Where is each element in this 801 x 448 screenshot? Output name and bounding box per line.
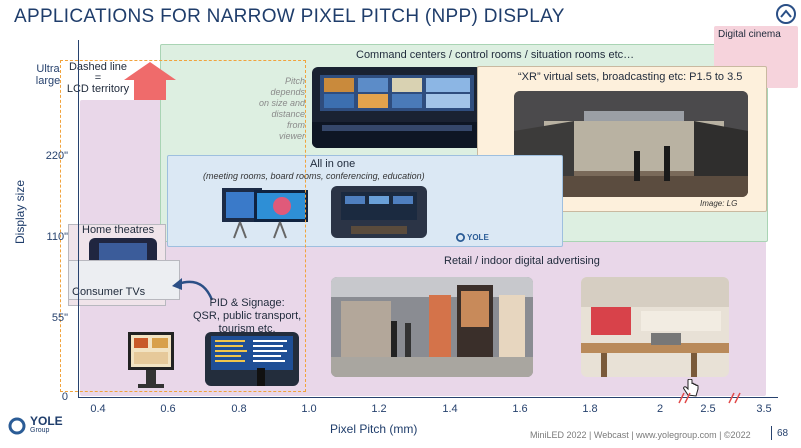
all-in-one-display-photo — [220, 186, 310, 247]
y-tick-55: 55" — [51, 312, 68, 324]
menu-board-photo — [126, 330, 176, 395]
y-tick-ultra-large: Ultra large — [35, 63, 61, 87]
command-centers-label: Command centers / control rooms / situat… — [356, 49, 635, 61]
x-tick-1-8: 1.8 — [582, 403, 598, 415]
x-tick-0-4: 0.4 — [90, 403, 106, 415]
all-in-one-label: All in one — [310, 158, 356, 170]
pitch-note: Pitch depends on size and distance from … — [258, 76, 305, 141]
yole-logo-icon — [8, 417, 26, 435]
meeting-room-photo — [331, 186, 427, 238]
retail-store-photo — [581, 277, 729, 377]
lcd-territory-dashed — [60, 60, 306, 392]
x-tick-2: 2 — [656, 403, 664, 415]
departure-board-photo — [205, 332, 299, 386]
xr-label: “XR” virtual sets, broadcasting etc: P1.… — [518, 71, 743, 83]
yole-small-label: YOLE — [467, 233, 489, 242]
yole-footer-logo: YOLE Group — [8, 414, 63, 436]
page-title: APPLICATIONS FOR NARROW PIXEL PITCH (NPP… — [14, 6, 565, 27]
x-tick-2-5: 2.5 — [700, 403, 716, 415]
yole-small-logo: YOLE — [456, 233, 489, 242]
y-axis — [78, 40, 79, 398]
retail-label: Retail / indoor digital advertising — [444, 255, 600, 267]
scroll-up-button[interactable] — [776, 4, 796, 24]
page-number: 68 — [777, 428, 789, 439]
xr-image-credit: Image: LG — [700, 199, 738, 208]
x-tick-0-8: 0.8 — [231, 403, 247, 415]
x-tick-1-6: 1.6 — [512, 403, 528, 415]
footer-text: MiniLED 2022 | Webcast | www.yolegroup.c… — [530, 430, 751, 440]
pid-signage-label: PID & Signage: QSR, public transport, to… — [193, 297, 302, 335]
consumer-tvs-label: Consumer TVs — [72, 286, 146, 298]
yole-logo-sub: Group — [30, 427, 50, 434]
yole-logo-icon — [456, 233, 465, 242]
x-tick-0-6: 0.6 — [160, 403, 176, 415]
digital-cinema-label: Digital cinema — [718, 29, 781, 40]
axis-break-icon-2 — [728, 392, 741, 404]
all-in-one-sublabel: (meeting rooms, board rooms, conferencin… — [203, 171, 425, 181]
y-tick-220: 220" — [45, 150, 68, 162]
x-tick-1-2: 1.2 — [371, 403, 387, 415]
yole-logo-text: YOLE — [30, 414, 63, 428]
dashed-line-note: Dashed line = LCD territory — [67, 61, 130, 95]
up-arrow-icon — [124, 62, 176, 100]
hand-cursor-icon — [683, 379, 699, 397]
y-tick-110: 110" — [46, 231, 68, 243]
chevron-up-icon — [780, 9, 792, 18]
x-tick-1-0: 1.0 — [301, 403, 317, 415]
home-theatres-label: Home theatres — [82, 224, 155, 236]
curved-arrow-icon — [172, 278, 214, 301]
x-tick-3-5: 3.5 — [756, 403, 772, 415]
x-tick-1-4: 1.4 — [442, 403, 458, 415]
mall-advertising-photo — [331, 277, 533, 377]
y-tick-0: 0 — [61, 391, 68, 403]
control-room-photo — [312, 67, 482, 148]
x-axis-label: Pixel Pitch (mm) — [330, 422, 418, 436]
x-axis — [78, 397, 778, 398]
pink-left-band — [80, 100, 170, 230]
footer-divider — [771, 426, 772, 440]
axis-break-icon — [678, 392, 691, 404]
